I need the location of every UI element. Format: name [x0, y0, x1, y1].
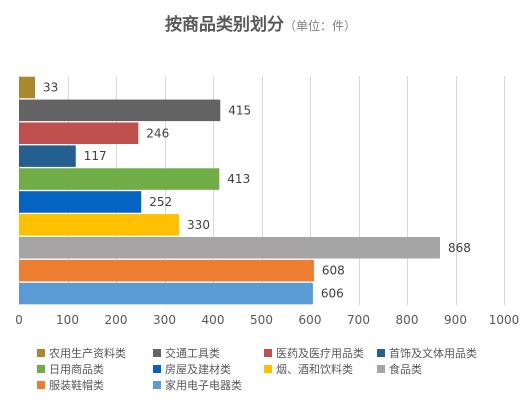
- x-tick-label: 0: [15, 313, 23, 327]
- data-label: 252: [149, 195, 172, 209]
- legend-label: 房屋及建材类: [165, 363, 231, 376]
- data-label: 33: [43, 80, 58, 94]
- x-tick-label: 1000: [489, 313, 520, 327]
- legend-label: 烟、酒和饮料类: [276, 363, 353, 376]
- data-label: 606: [321, 287, 344, 301]
- legend-swatch: [377, 365, 385, 373]
- legend-item: 家用电子电器类: [153, 379, 242, 393]
- legend-label: 服装鞋帽类: [49, 379, 104, 392]
- legend-swatch: [153, 349, 161, 357]
- data-label: 246: [146, 126, 169, 140]
- data-label: 330: [187, 218, 210, 232]
- legend-swatch: [264, 349, 272, 357]
- bar: [19, 282, 313, 305]
- x-tick-label: 500: [250, 313, 273, 327]
- x-tick-label: 800: [396, 313, 419, 327]
- legend-swatch: [37, 349, 45, 357]
- bar: [19, 236, 440, 259]
- chart-title: 按商品类别划分: [164, 15, 284, 35]
- x-tick-label: 700: [347, 313, 370, 327]
- bar: [19, 76, 36, 99]
- x-tick-label: 200: [105, 313, 128, 327]
- bar: [19, 259, 314, 282]
- bar: [19, 122, 139, 145]
- x-tick-label: 400: [202, 313, 225, 327]
- data-label: 117: [84, 149, 107, 163]
- bar: [19, 99, 221, 122]
- legend-swatch: [153, 381, 161, 389]
- bar: [19, 191, 142, 213]
- x-tick-label: 600: [299, 313, 322, 327]
- bar-chart: 33 415 246 117 413 252 330 868 608 606 0 100 200 300 4…: [15, 76, 520, 327]
- x-tick-label: 300: [153, 313, 176, 327]
- legend-swatch: [37, 381, 45, 389]
- bar: [19, 214, 180, 236]
- legend-label: 首饰及文体用品类: [389, 347, 477, 360]
- legend-item: 首饰及文体用品类: [377, 347, 477, 361]
- legend-item: 服装鞋帽类: [37, 379, 104, 393]
- x-tick-label: 100: [56, 313, 79, 327]
- legend-swatch: [377, 349, 385, 357]
- legend-swatch: [37, 365, 45, 373]
- legend-item: 日用商品类: [37, 363, 104, 377]
- legend-item: 烟、酒和饮料类: [264, 363, 353, 377]
- legend-item: 农用生产资料类: [37, 347, 126, 361]
- legend-label: 医药及医疗用品类: [276, 347, 364, 360]
- data-label: 413: [227, 172, 250, 186]
- legend-label: 日用商品类: [49, 363, 104, 376]
- legend-item: 房屋及建材类: [153, 363, 231, 377]
- data-label: 608: [322, 264, 345, 278]
- chart-subtitle: （单位：件）: [283, 19, 356, 33]
- legend-label: 家用电子电器类: [165, 379, 242, 392]
- legend-item: 食品类: [377, 363, 422, 377]
- bar: [19, 168, 220, 190]
- bar: [19, 145, 76, 167]
- legend-label: 交通工具类: [165, 347, 220, 360]
- data-label: 868: [448, 241, 471, 255]
- x-tick-label: 900: [444, 313, 467, 327]
- legend-label: 农用生产资料类: [49, 347, 126, 360]
- data-label: 415: [228, 103, 251, 117]
- legend-label: 食品类: [389, 363, 422, 376]
- legend-item: 医药及医疗用品类: [264, 347, 364, 361]
- legend-swatch: [153, 365, 161, 373]
- legend-swatch: [264, 365, 272, 373]
- chart-title-block: 按商品类别划分（单位：件）: [0, 10, 521, 35]
- legend-item: 交通工具类: [153, 347, 220, 361]
